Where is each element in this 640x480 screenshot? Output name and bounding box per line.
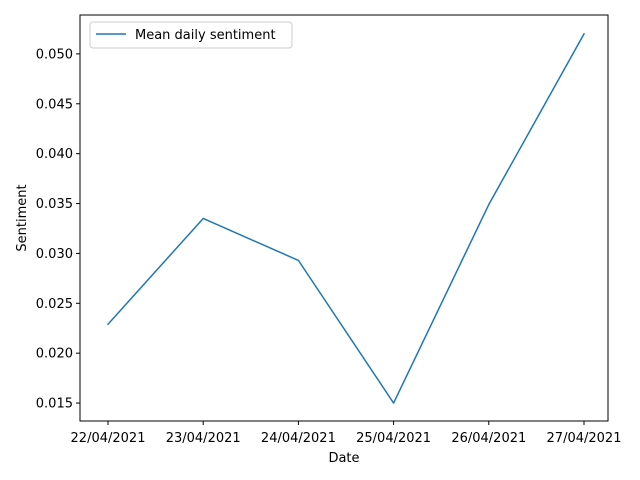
y-tick-label: 0.015: [36, 397, 73, 412]
x-axis-label: Date: [328, 451, 359, 466]
series-line-mean-daily-sentiment: [106, 32, 586, 404]
x-tick-label: 23/04/2021: [166, 431, 241, 446]
series-layer: [106, 32, 586, 404]
legend-box: [89, 21, 293, 49]
y-tick-label: 0.050: [36, 47, 73, 62]
y-tick-label: 0.035: [36, 197, 73, 212]
x-tick-label: 25/04/2021: [356, 431, 431, 446]
legend: Mean daily sentiment: [89, 21, 293, 49]
plot-frame: [79, 14, 609, 422]
x-tick-label: 22/04/2021: [71, 431, 146, 446]
x-tick-label: 27/04/2021: [547, 431, 622, 446]
x-tick-label: 26/04/2021: [451, 431, 526, 446]
legend-label-mean-daily-sentiment: Mean daily sentiment: [135, 28, 276, 43]
y-tick-label: 0.045: [36, 97, 73, 112]
y-tick-label: 0.030: [36, 247, 73, 262]
y-tick-label: 0.040: [36, 147, 73, 162]
x-tick-label: 24/04/2021: [261, 431, 336, 446]
y-tick-label: 0.020: [36, 347, 73, 362]
axis-ticks: 22/04/2021 23/04/2021 24/04/2021 25/04/2021…: [36, 47, 622, 446]
y-axis-label: Sentiment: [15, 184, 30, 251]
y-tick-label: 0.025: [36, 297, 73, 312]
